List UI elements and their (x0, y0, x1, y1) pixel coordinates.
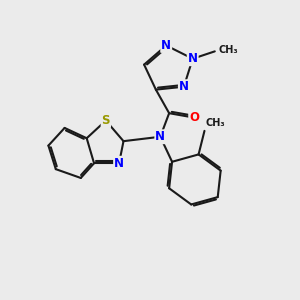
Text: N: N (179, 80, 189, 93)
Text: O: O (189, 111, 199, 124)
Text: CH₃: CH₃ (206, 118, 226, 128)
Text: N: N (114, 157, 124, 170)
Text: N: N (188, 52, 198, 65)
Text: S: S (102, 114, 110, 127)
Text: CH₃: CH₃ (218, 45, 238, 55)
Text: N: N (155, 130, 165, 143)
Text: N: N (161, 39, 171, 52)
